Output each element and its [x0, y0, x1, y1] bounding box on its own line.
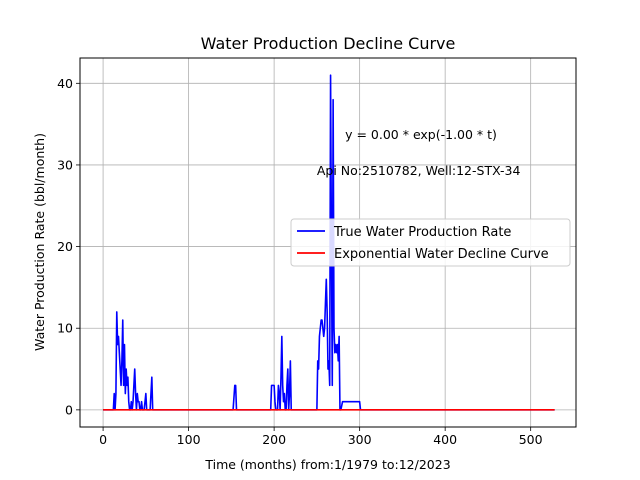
- legend: True Water Production Rate Exponential W…: [290, 218, 571, 267]
- chart-title: Water Production Decline Curve: [201, 34, 456, 53]
- ticks: 0 100 200 300 400 500 0 10 20 30 40: [57, 76, 543, 447]
- x-tick-label: 400: [433, 432, 457, 447]
- y-axis-label: Water Production Rate (bbl/month): [32, 133, 47, 351]
- y-tick-label: 0: [65, 402, 73, 417]
- equation-annotation: y = 0.00 * exp(-1.00 * t): [345, 127, 497, 142]
- legend-box: [290, 218, 571, 267]
- annotations: y = 0.00 * exp(-1.00 * t) Api No:2510782,…: [317, 127, 521, 178]
- grid: [80, 58, 576, 427]
- x-tick-label: 0: [99, 432, 107, 447]
- x-axis-label: Time (months) from:1/1979 to:12/2023: [204, 457, 450, 472]
- x-tick-label: 500: [519, 432, 543, 447]
- x-tick-label: 300: [348, 432, 372, 447]
- x-tick-label: 200: [262, 432, 286, 447]
- y-tick-label: 30: [57, 157, 73, 172]
- well-annotation: Api No:2510782, Well:12-STX-34: [317, 163, 521, 178]
- legend-label-exp-curve: Exponential Water Decline Curve: [334, 247, 549, 262]
- y-tick-label: 10: [57, 321, 73, 336]
- plot-frame: [79, 57, 577, 428]
- series-layer: [103, 74, 555, 411]
- y-tick-label: 40: [57, 76, 73, 91]
- legend-label-true-rate: True Water Production Rate: [333, 225, 511, 240]
- y-tick-label: 20: [57, 239, 73, 254]
- x-tick-label: 100: [177, 432, 201, 447]
